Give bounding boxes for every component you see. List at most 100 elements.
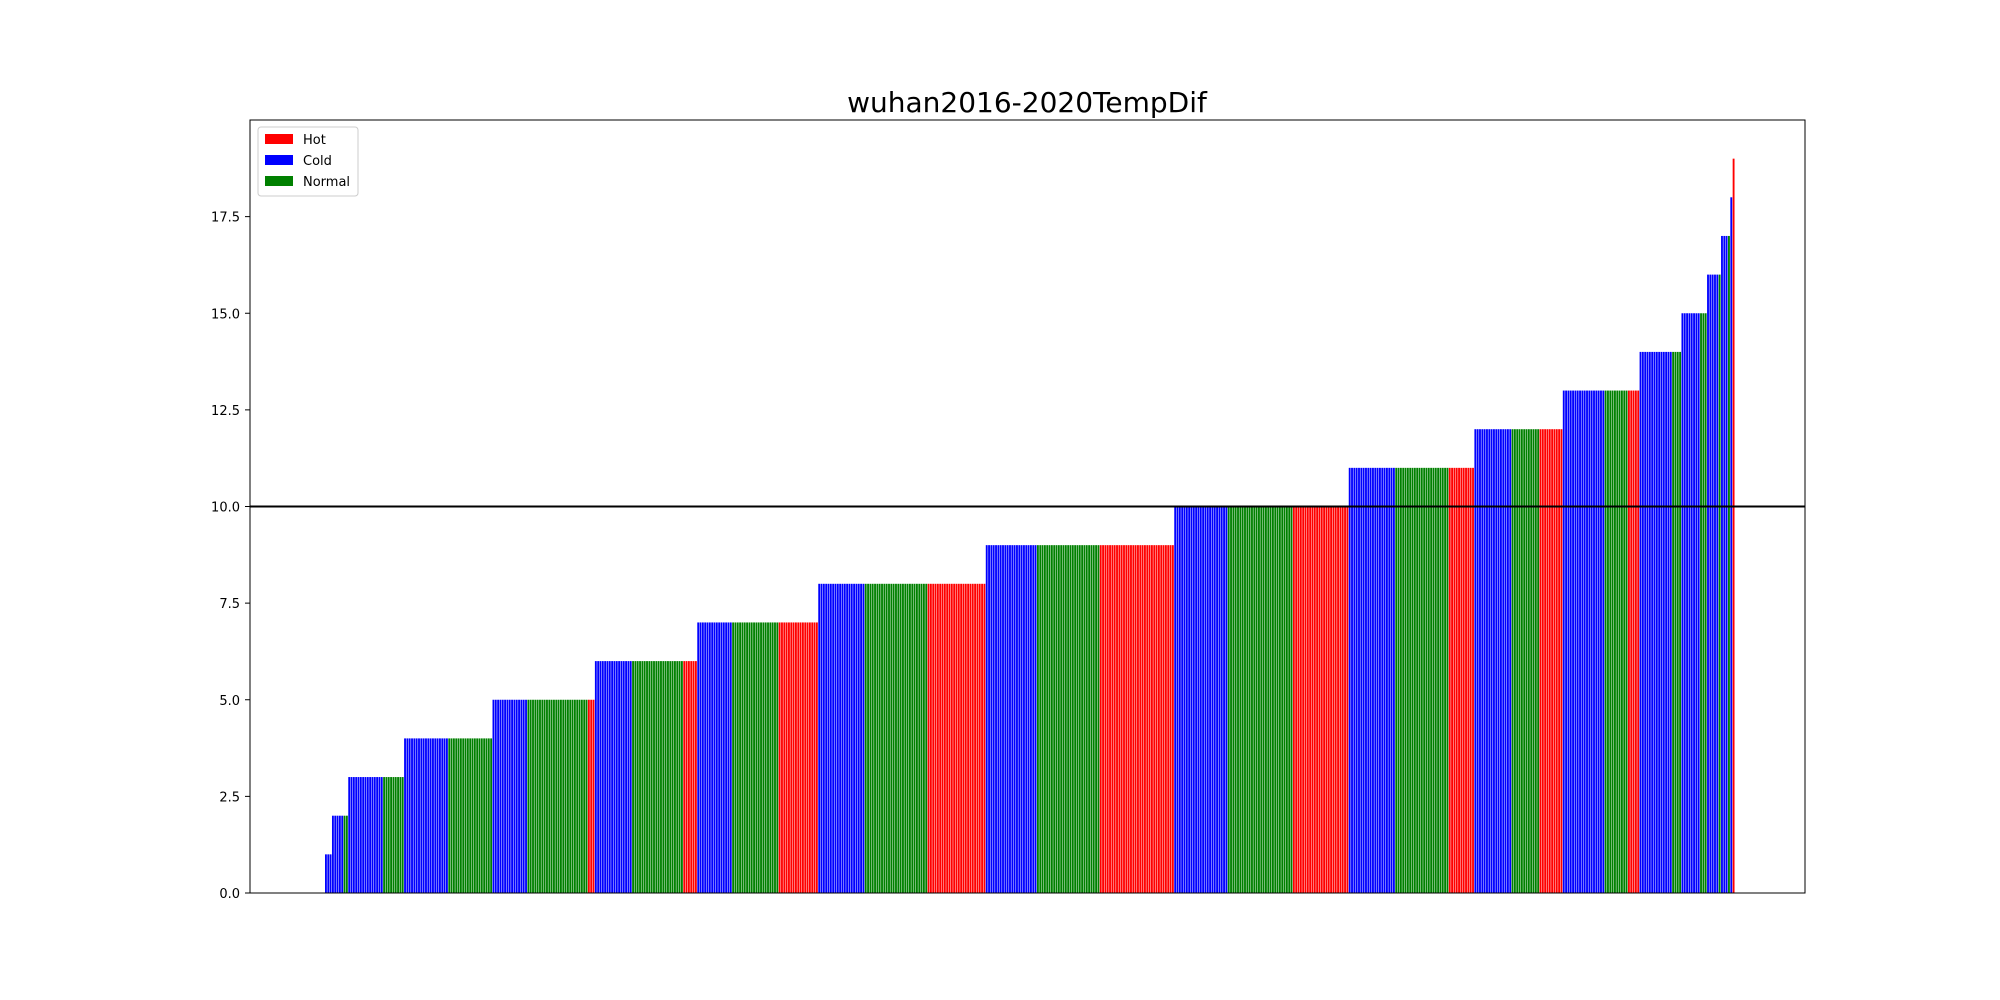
bar-normal (1446, 467, 1449, 893)
bar-normal (1607, 390, 1609, 893)
bar-hot (1120, 545, 1123, 893)
bar-normal (1409, 467, 1412, 893)
bar-normal (1406, 467, 1409, 893)
bar-hot (1341, 506, 1344, 893)
bar-cold (511, 699, 513, 893)
bar-cold (1374, 467, 1377, 893)
bar-cold (1488, 429, 1491, 893)
bar-hot (788, 622, 790, 893)
bar-cold (1192, 506, 1195, 893)
bar-normal (1625, 390, 1628, 893)
bar-normal (757, 622, 760, 893)
bar-hot (804, 622, 807, 893)
bar-normal (1527, 429, 1530, 893)
bar-normal (655, 661, 658, 893)
bar-cold (999, 545, 1002, 893)
bar-cold (818, 583, 821, 893)
bar-cold (629, 661, 632, 893)
bar-cold (834, 583, 837, 893)
bar-cold (862, 583, 865, 893)
bar-normal (867, 583, 869, 893)
bar-cold (380, 777, 383, 893)
bar-cold (1204, 506, 1207, 893)
bar-hot (811, 622, 814, 893)
bar-cold (1025, 545, 1028, 893)
bar-normal (1418, 467, 1421, 893)
bar-normal (1074, 545, 1077, 893)
bar-cold (1381, 467, 1384, 893)
bar-normal (529, 699, 532, 893)
bar-cold (425, 738, 427, 893)
bar-hot (957, 583, 960, 893)
bar-hot (1106, 545, 1109, 893)
bar-cold (422, 738, 425, 893)
bar-cold (727, 622, 730, 893)
bar-cold (1013, 545, 1016, 893)
bar-normal (883, 583, 886, 893)
bar-normal (1728, 235, 1730, 893)
bar-cold (1686, 313, 1688, 893)
bar-cold (846, 583, 849, 893)
bar-hot (587, 699, 590, 893)
bar-cold (1023, 545, 1025, 893)
bar-cold (338, 815, 341, 893)
bar-normal (1050, 545, 1053, 893)
bar-hot (1546, 429, 1549, 893)
bar-cold (1018, 545, 1021, 893)
bar-hot (1134, 545, 1137, 893)
bar-normal (1614, 390, 1616, 893)
bar-normal (1071, 545, 1074, 893)
bar-normal (1265, 506, 1267, 893)
bar-normal (1537, 429, 1540, 893)
bar-normal (746, 622, 748, 893)
bar-normal (667, 661, 669, 893)
bar-normal (1620, 390, 1623, 893)
bar-normal (1227, 506, 1230, 893)
bar-normal (1057, 545, 1060, 893)
bar-cold (1502, 429, 1505, 893)
bar-normal (1513, 429, 1516, 893)
bar-hot (936, 583, 939, 893)
bar-hot (1309, 506, 1312, 893)
bar-cold (1351, 467, 1353, 893)
bar-hot (1320, 506, 1323, 893)
bar-hot (1558, 429, 1561, 893)
bar-hot (1155, 545, 1158, 893)
bar-cold (1392, 467, 1395, 893)
bar-normal (1097, 545, 1100, 893)
bar-cold (1504, 429, 1507, 893)
bar-hot (685, 661, 688, 893)
bar-normal (573, 699, 576, 893)
bar-cold (1639, 351, 1642, 893)
bar-normal (576, 699, 579, 893)
bar-cold (1602, 390, 1605, 893)
bar-cold (1379, 467, 1381, 893)
bar-cold (355, 777, 358, 893)
bar-cold (1011, 545, 1014, 893)
bar-cold (1660, 351, 1663, 893)
bar-cold (1641, 351, 1644, 893)
bar-hot (799, 622, 802, 893)
bar-cold (820, 583, 823, 893)
bar-hot (955, 583, 958, 893)
bar-hot (1344, 506, 1346, 893)
bar-normal (680, 661, 683, 893)
bar-normal (1062, 545, 1065, 893)
bar-normal (769, 622, 772, 893)
bar-cold (1185, 506, 1188, 893)
bar-cold (329, 854, 332, 893)
bar-hot (792, 622, 795, 893)
bar-cold (373, 777, 376, 893)
bar-normal (532, 699, 534, 893)
bar-normal (392, 777, 395, 893)
bar-hot (981, 583, 983, 893)
bar-hot (1313, 506, 1316, 893)
bar-cold (1225, 506, 1228, 893)
bar-normal (550, 699, 553, 893)
bar-hot (939, 583, 942, 893)
bar-normal (1078, 545, 1081, 893)
bar-hot (1555, 429, 1558, 893)
bar-hot (806, 622, 809, 893)
bar-cold (1369, 467, 1372, 893)
bar-cold (701, 622, 704, 893)
